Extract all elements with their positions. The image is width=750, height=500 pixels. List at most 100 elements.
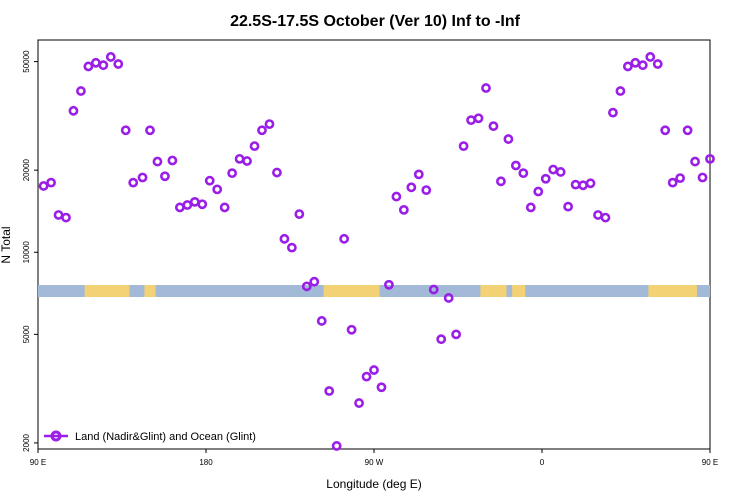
data-point: [316, 316, 327, 326]
data-point: [279, 233, 290, 244]
data-point: [690, 156, 700, 167]
y-tick-label: 5000: [22, 325, 31, 343]
data-point: [652, 59, 663, 69]
data-point: [264, 119, 275, 130]
data-point: [339, 233, 350, 244]
data-point: [354, 398, 364, 408]
data-point: [38, 181, 49, 191]
data-point: [90, 57, 101, 68]
x-tick-label: 90 E: [702, 458, 718, 467]
y-tick-label: 2000: [22, 433, 31, 451]
data-point: [637, 60, 648, 71]
data-point: [182, 200, 193, 210]
data-point: [473, 113, 484, 124]
data-point: [105, 52, 116, 62]
chart-title: 22.5S-17.5S October (Ver 10) Inf to -Inf: [230, 13, 521, 30]
data-point: [660, 125, 671, 136]
data-point: [563, 201, 574, 212]
data-point: [219, 202, 230, 213]
land-ocean-bar: [38, 285, 710, 297]
data-point: [257, 125, 267, 136]
land-segment: [323, 285, 380, 297]
data-point: [630, 57, 641, 68]
data-point: [309, 276, 320, 287]
data-point: [294, 209, 305, 220]
x-axis-label: Longitude (deg E): [326, 477, 421, 491]
data-point: [667, 177, 678, 188]
data-point: [242, 156, 252, 166]
y-tick-label: 10000: [22, 241, 31, 264]
data-point: [376, 382, 387, 393]
data-point: [436, 334, 447, 345]
data-point: [120, 125, 131, 136]
data-point: [286, 242, 297, 253]
data-point: [83, 61, 94, 72]
data-point: [98, 60, 109, 71]
data-point: [466, 115, 476, 126]
data-point: [443, 293, 454, 303]
x-axis: 90 E 180 90 W 0 90 E: [30, 449, 718, 467]
data-point: [68, 105, 79, 116]
land-segment: [517, 285, 526, 297]
data-point: [46, 177, 56, 188]
data-point: [451, 329, 462, 340]
data-points: [38, 52, 715, 451]
data-point: [488, 121, 499, 132]
land-segment: [144, 285, 156, 297]
data-point: [578, 180, 588, 191]
data-point: [391, 191, 402, 202]
x-tick-label: 90 W: [365, 458, 384, 467]
legend-label: Land (Nadir&Glint) and Ocean (Glint): [75, 431, 256, 443]
data-point: [197, 199, 208, 210]
data-point: [76, 86, 86, 96]
data-point: [555, 167, 566, 177]
data-point: [398, 204, 409, 215]
legend: Land (Nadir&Glint) and Ocean (Glint): [44, 430, 256, 443]
data-point: [369, 365, 379, 375]
x-tick-label: 180: [199, 458, 213, 467]
data-point: [384, 279, 394, 290]
data-point: [249, 141, 260, 152]
data-point: [481, 83, 491, 93]
data-point: [570, 179, 581, 190]
data-point: [212, 184, 223, 195]
data-point: [548, 164, 559, 175]
x-tick-label: 90 E: [30, 458, 46, 467]
data-point: [189, 196, 200, 207]
data-point: [585, 178, 596, 189]
land-segment: [648, 285, 697, 297]
data-point: [510, 160, 521, 171]
data-point: [615, 86, 626, 96]
data-point: [160, 171, 170, 182]
data-point: [697, 172, 708, 183]
data-point: [608, 107, 618, 118]
data-point: [645, 52, 656, 62]
data-point: [496, 176, 506, 187]
data-point: [406, 182, 417, 193]
data-point: [167, 155, 178, 166]
legend-marker-icon: [50, 430, 62, 442]
data-point: [705, 153, 715, 164]
data-point: [682, 125, 693, 136]
data-point: [234, 153, 245, 164]
data-point: [174, 202, 185, 213]
data-point: [324, 386, 335, 396]
land-segment: [480, 285, 507, 297]
data-point: [346, 324, 357, 335]
data-point: [503, 134, 514, 144]
data-point: [272, 167, 282, 178]
data-point: [413, 169, 424, 180]
data-point: [675, 173, 686, 184]
plot-frame: [37, 39, 711, 450]
data-point: [458, 141, 469, 152]
data-point: [61, 212, 71, 223]
data-point: [204, 175, 215, 186]
data-point: [533, 186, 544, 197]
data-point: [428, 284, 439, 295]
data-point: [593, 210, 603, 220]
data-point: [145, 125, 155, 136]
data-point: [53, 210, 64, 220]
data-point: [600, 212, 611, 223]
y-axis: 2000 5000 10000 20000 50000: [22, 50, 38, 452]
